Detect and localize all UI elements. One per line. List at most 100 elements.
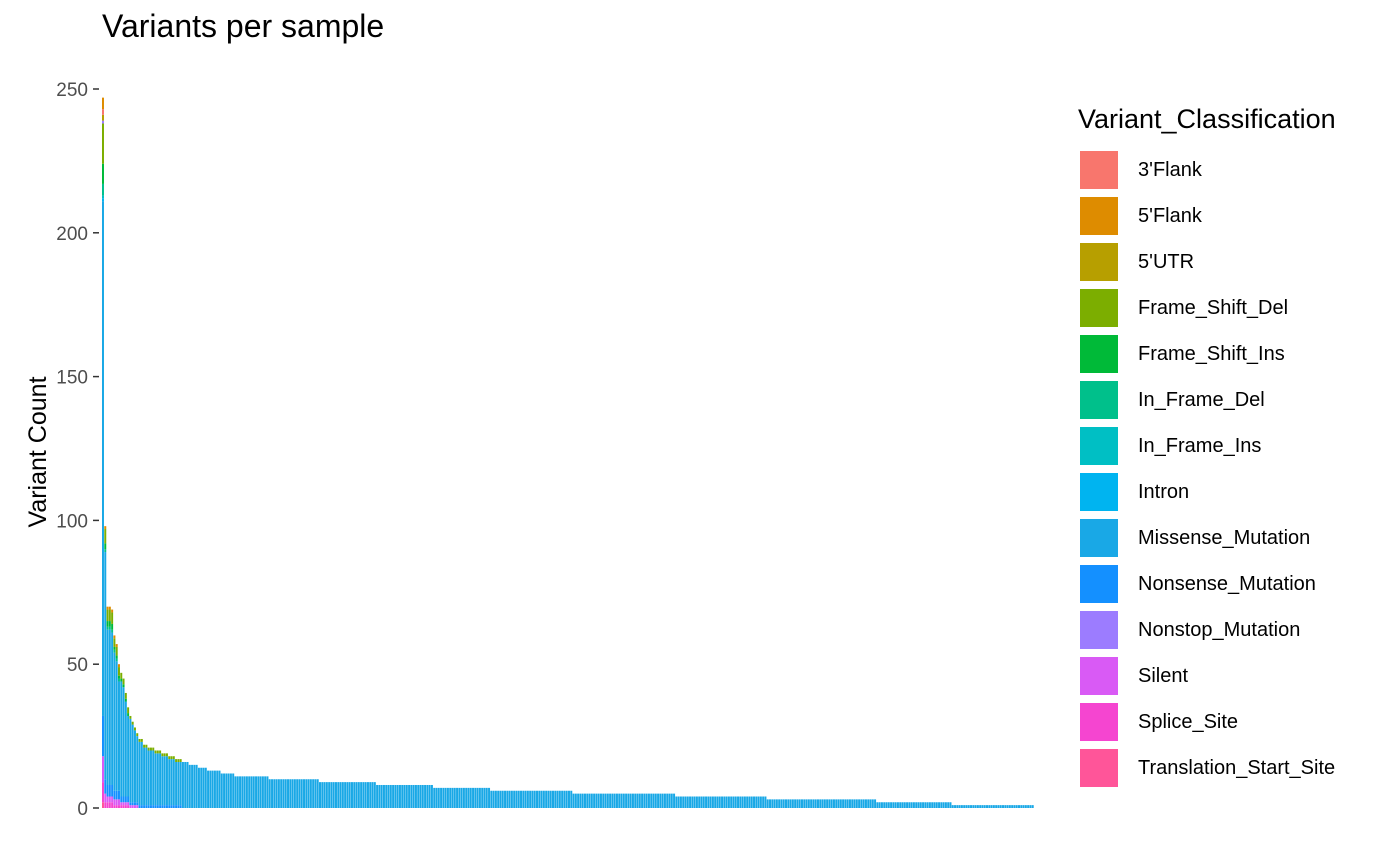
legend-swatch [1078, 195, 1120, 237]
sample-bar [631, 793, 634, 808]
bar-segment [490, 790, 493, 808]
bar-segment [700, 796, 703, 808]
sample-bar [846, 799, 849, 808]
bar-segment [172, 805, 175, 808]
y-tick-label: 100 [56, 511, 88, 532]
bar-segment [136, 733, 139, 737]
sample-bar [414, 784, 417, 808]
sample-bar [547, 790, 550, 808]
bar-segment [104, 526, 107, 530]
sample-bar [775, 799, 778, 808]
bar-segment [762, 796, 765, 808]
bar-segment [111, 612, 114, 624]
bar-segment [172, 756, 175, 760]
sample-bar [458, 787, 461, 808]
sample-bar [533, 790, 536, 808]
legend-item: In_Frame_Ins [1078, 423, 1336, 469]
sample-bar [684, 796, 687, 808]
bar-segment [730, 796, 733, 808]
sample-bar [117, 664, 120, 808]
sample-bar [568, 790, 570, 808]
bar-segment [780, 799, 783, 808]
legend-swatch [1078, 563, 1120, 605]
sample-bar [983, 805, 986, 808]
sample-bar [647, 793, 650, 808]
sample-bar [510, 790, 513, 808]
sample-bar [113, 635, 116, 808]
sample-bar [444, 787, 447, 808]
bar-segment [481, 787, 484, 808]
sample-bar [954, 805, 957, 808]
bar-segment [108, 609, 111, 622]
bar-segment [1006, 805, 1009, 808]
sample-bar [787, 799, 790, 808]
sample-bar [830, 799, 833, 808]
sample-bar [785, 799, 787, 808]
legend-item: 5'UTR [1078, 239, 1336, 285]
sample-bar [851, 799, 854, 808]
sample-bar [926, 802, 929, 808]
bar-segment [714, 796, 717, 808]
sample-bar [716, 796, 719, 808]
bar-segment [565, 790, 568, 808]
sample-bar [275, 779, 278, 808]
sample-bar [312, 779, 315, 808]
bar-segment [179, 759, 182, 762]
bar-segment [520, 790, 523, 808]
bar-segment [508, 790, 511, 808]
sample-bar [654, 793, 657, 808]
sample-bar [892, 802, 895, 808]
sample-bar [970, 805, 973, 808]
bar-segment [335, 782, 337, 808]
sample-bar [673, 793, 676, 808]
sample-bar [819, 799, 822, 808]
bar-segment [785, 799, 787, 808]
bar-segment [670, 793, 673, 808]
sample-bar [641, 793, 644, 808]
sample-bar [122, 678, 125, 808]
sample-bar [248, 776, 251, 808]
sample-bar [104, 526, 107, 808]
sample-bar [325, 782, 328, 808]
sample-bar [1006, 805, 1009, 808]
bar-segment [997, 805, 1000, 808]
sample-bar [216, 770, 219, 808]
bar-segment [1018, 805, 1020, 808]
bar-segment [156, 750, 159, 754]
sample-bar [885, 802, 888, 808]
sample-bar [250, 776, 253, 808]
bar-segment [252, 776, 255, 808]
sample-bar [675, 796, 678, 808]
bar-segment [615, 793, 618, 808]
bar-segment [102, 114, 104, 121]
bar-segment [216, 770, 219, 808]
sample-bar [143, 744, 146, 808]
sample-bar [419, 784, 422, 808]
bar-segment [293, 779, 296, 808]
y-tick-label: 0 [77, 799, 88, 820]
bar-segment [140, 805, 143, 808]
sample-bar [874, 799, 877, 808]
bar-segment [129, 805, 132, 808]
sample-bar [554, 790, 557, 808]
bar-segment [504, 790, 507, 808]
legend-swatch [1078, 747, 1120, 789]
bar-segment [250, 776, 253, 808]
bar-segment [200, 767, 203, 808]
bar-segment [595, 793, 598, 808]
sample-bar [362, 782, 365, 808]
bar-segment [896, 802, 899, 808]
bar-segment [526, 790, 529, 808]
bar-segment [223, 773, 226, 808]
sample-bar [350, 782, 353, 808]
bar-segment [106, 606, 109, 610]
legend-label: Nonsense_Mutation [1138, 572, 1316, 595]
sample-bar [191, 764, 194, 808]
legend-label: Splice_Site [1138, 710, 1239, 733]
bar-segment [611, 793, 614, 808]
sample-bar [938, 802, 941, 808]
legend-item: Silent [1078, 653, 1336, 699]
sample-bar [460, 787, 463, 808]
sample-bar [645, 793, 648, 808]
bar-segment [405, 784, 408, 808]
